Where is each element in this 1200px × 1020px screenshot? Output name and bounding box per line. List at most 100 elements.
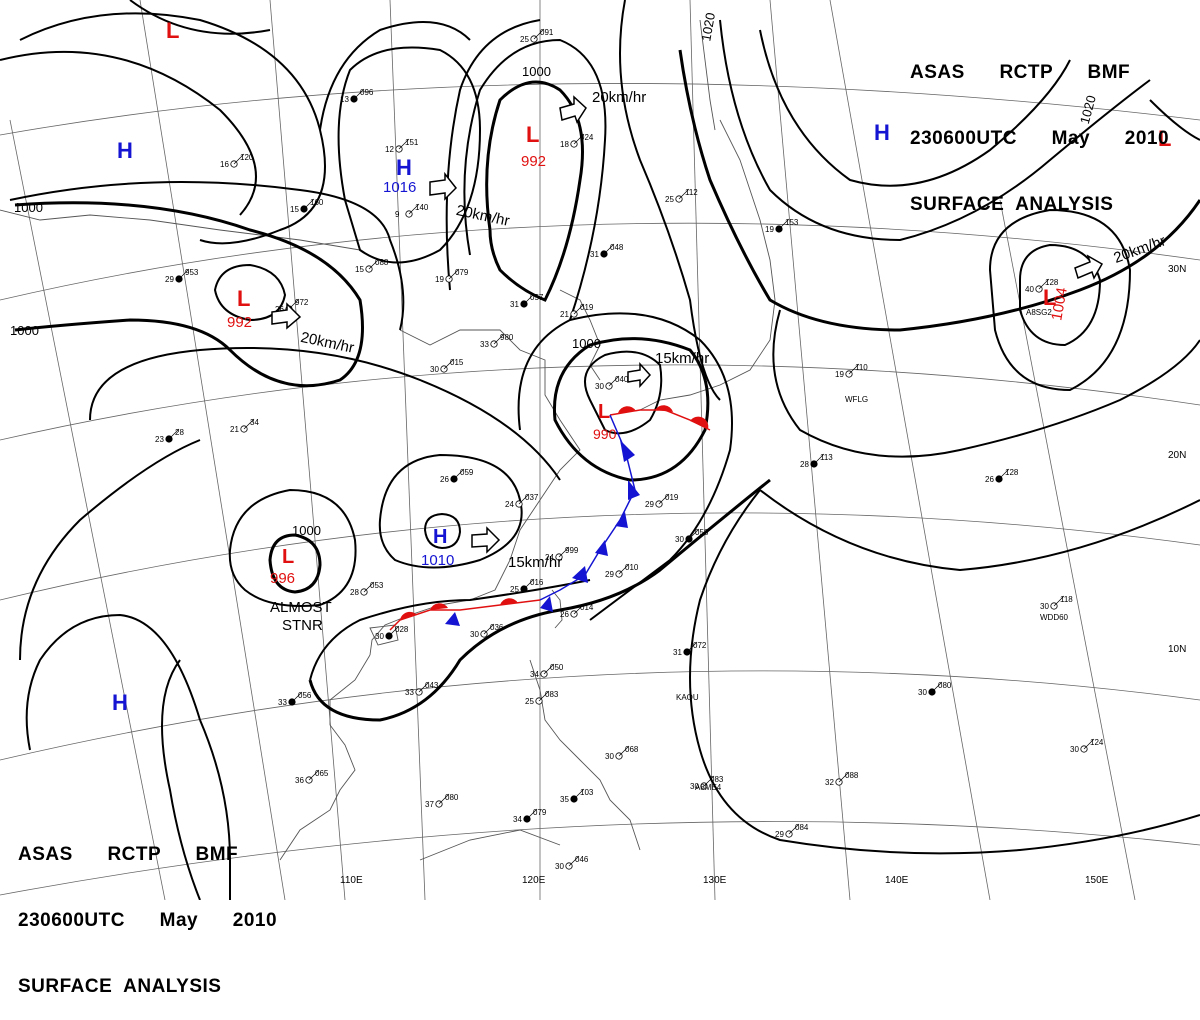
station-pressure: 128 (1045, 278, 1059, 287)
station-pressure: 140 (415, 203, 429, 212)
station-temperature: 37 (425, 800, 434, 809)
station-pressure: 083 (545, 690, 559, 699)
station-plot: 30 118 (1040, 595, 1073, 611)
isobar (988, 208, 1132, 392)
station-pressure: 050 (550, 663, 564, 672)
latitude-label: 10N (1168, 644, 1186, 655)
station-temperature: 33 (405, 688, 414, 697)
station-temperature: 24 (505, 500, 514, 509)
station-plot: 23 28 (155, 428, 184, 444)
station-temperature: 34 (530, 670, 539, 679)
title-line-2: 230600UTC May 2010 (18, 910, 278, 931)
wind-barb (533, 28, 545, 40)
isobar (213, 263, 287, 322)
station-pressure: 110 (855, 363, 868, 372)
station-pressure: 953 (185, 268, 199, 277)
coastline-russia (0, 209, 361, 251)
station-temperature: 29 (645, 500, 654, 509)
station-temperature: 25 (665, 195, 674, 204)
station-pressure: 112 (685, 188, 698, 197)
meridian-line (269, 0, 346, 900)
station-temperature: 21 (560, 310, 569, 319)
station-plot: 26 059 (440, 468, 474, 484)
station-temperature: 15 (290, 205, 299, 214)
station-pressure: 084 (795, 823, 809, 832)
wind-barb (1083, 738, 1095, 750)
station-temperature: 30 (555, 862, 564, 871)
wind-barb (518, 493, 530, 505)
isobar (199, 719, 231, 900)
parallel-line (0, 83, 1200, 136)
station-pressure: 057 (530, 293, 544, 302)
station-pressure: 059 (460, 468, 474, 477)
map-title-top-right: ASAS RCTP BMF 230600UTC May 2010 SURFACE… (910, 18, 1169, 238)
title-line-1: ASAS RCTP BMF (18, 844, 239, 865)
isobar (19, 12, 326, 245)
low-center-symbol: L (282, 546, 294, 568)
movement-speed-label: 20km/hr (592, 89, 646, 106)
isobar-label: 1020 (1077, 94, 1099, 126)
wind-barb (703, 775, 715, 787)
isobar (719, 19, 1151, 242)
latitude-label: 30N (1168, 264, 1186, 275)
wind-barb (1053, 595, 1065, 607)
low-center-symbol: L (237, 286, 250, 311)
station-plot: 33 980 (480, 333, 514, 349)
wind-barb (303, 198, 315, 210)
low-center-symbol: L (526, 122, 539, 147)
high-center-value: 1010 (421, 552, 454, 569)
wind-barb (618, 745, 630, 757)
station-pressure: 016 (530, 578, 544, 587)
low-center-symbol: L (598, 401, 610, 423)
low-center-symbol: L (1043, 285, 1056, 310)
movement-arrow (559, 95, 587, 124)
coastline-hainan (369, 624, 399, 646)
station-pressure: 088 (375, 258, 389, 267)
station-pressure: 037 (525, 493, 539, 502)
wind-barb (998, 468, 1010, 480)
title-line-1: ASAS RCTP BMF (910, 62, 1131, 83)
station-pressure: 124 (1090, 738, 1104, 747)
isobar (161, 659, 201, 900)
title-line-3: SURFACE ANALYSIS (910, 194, 1114, 215)
station-temperature: 34 (513, 815, 522, 824)
station-pressure: 019 (665, 493, 679, 502)
station-pressure: 015 (450, 358, 464, 367)
station-plot: 34 079 (513, 808, 547, 824)
isobar (25, 613, 201, 751)
wind-barb (178, 268, 190, 280)
station-plot: 21 019 (560, 303, 594, 319)
wind-barb (603, 243, 615, 255)
station-pressure: 068 (625, 745, 639, 754)
isobar (14, 201, 364, 388)
longitude-label: 150E (1085, 875, 1109, 886)
station-temperature: 30 (1040, 602, 1049, 611)
station-temperature: 29 (605, 570, 614, 579)
wind-barb (443, 358, 455, 370)
station-id-labels: WFLG KAOU A8ME4 WDD60 A8SG2 (676, 308, 1069, 792)
station-temperature: 25 (510, 585, 519, 594)
station-temperature: 31 (673, 648, 682, 657)
station-plot: 37 080 (425, 793, 459, 809)
station-pressure: 056 (298, 691, 312, 700)
isobar (689, 489, 1200, 855)
isobar (678, 49, 1200, 332)
station-pressure: 118 (1060, 595, 1073, 604)
station-plot: 21 34 (230, 418, 259, 434)
parallel-line (0, 222, 1200, 301)
wind-barb (558, 546, 570, 558)
low-center-value: 1004 (1048, 286, 1071, 322)
movement-arrow (627, 362, 652, 388)
isobar-label: 1000 (14, 200, 43, 215)
low-center-value: 992 (521, 153, 546, 170)
isobars (0, 0, 1200, 900)
meridian-line (139, 0, 286, 900)
station-pressure: 096 (360, 88, 374, 97)
station-temperature: 36 (295, 776, 304, 785)
station-temperature: 30 (675, 535, 684, 544)
isobar (584, 350, 663, 435)
wind-barb (686, 641, 698, 653)
isobar (0, 50, 257, 216)
isobar-label: 1020 (698, 11, 718, 42)
station-pressure: 083 (710, 775, 724, 784)
